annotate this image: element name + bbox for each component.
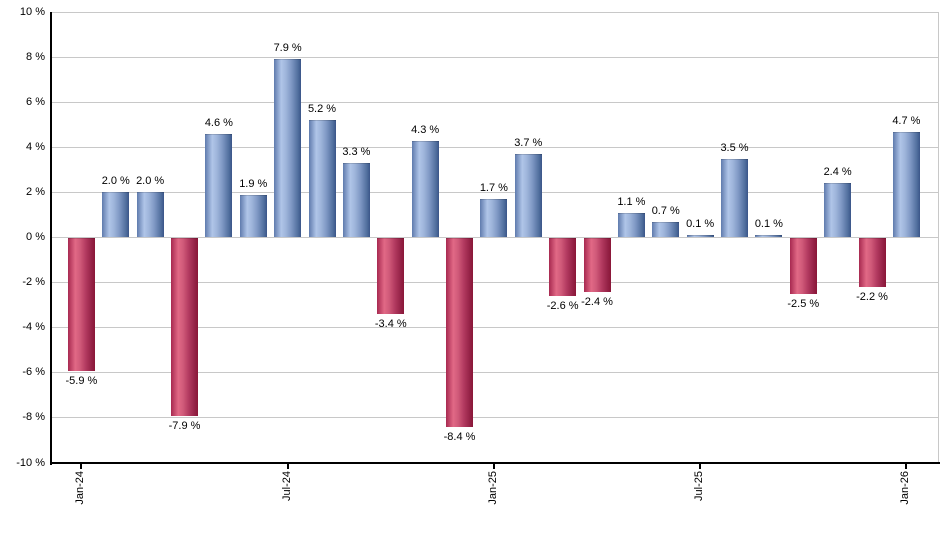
y-gridline (50, 11, 939, 13)
x-axis-tick-label: Jan-24 (74, 471, 87, 505)
bar-positive (102, 192, 130, 238)
bar-negative (549, 237, 577, 297)
x-axis-line (50, 462, 940, 464)
bar-value-label: 4.6 % (204, 116, 233, 129)
y-axis-tick-label: 0 % (26, 231, 45, 243)
bar-value-label: -7.9 % (168, 419, 201, 432)
bar-value-label: 0.7 % (651, 204, 680, 217)
y-axis-tick-label: -4 % (22, 321, 45, 334)
bar-value-label: -2.5 % (787, 297, 820, 310)
bar-positive (239, 194, 267, 238)
y-gridline (50, 56, 939, 58)
y-gridline (50, 146, 939, 148)
bar-negative (583, 237, 611, 292)
bar-positive (136, 192, 164, 238)
x-axis-tick (80, 462, 83, 469)
bar-value-label: 0.1 % (754, 218, 783, 231)
bar-value-label: -2.4 % (581, 295, 613, 308)
x-axis-tick-label: Jan-26 (899, 471, 912, 505)
y-gridline (50, 282, 939, 284)
bar-positive (411, 140, 439, 238)
y-axis-tick-label: 2 % (26, 185, 45, 198)
bar-value-label: 1.1 % (617, 195, 646, 208)
bar-positive (686, 235, 714, 238)
bar-negative (67, 237, 95, 371)
bar-value-label: 2.4 % (823, 166, 852, 179)
bar-value-label: 3.5 % (720, 141, 749, 154)
bar-negative (446, 237, 474, 427)
bar-positive (755, 235, 783, 238)
y-axis-line (50, 12, 52, 465)
bar-value-label: 3.3 % (342, 146, 371, 159)
y-axis-tick-label: -10 % (16, 456, 45, 469)
bar-positive (617, 212, 645, 238)
y-axis-tick-label: 4 % (26, 140, 45, 153)
y-axis-tick-label: -6 % (22, 366, 45, 379)
bar-positive (205, 133, 233, 238)
x-axis-tick-label: Jan-25 (486, 471, 499, 505)
bar-positive (514, 154, 542, 238)
bar-value-label: 1.7 % (479, 182, 508, 195)
bar-value-label: -2.6 % (546, 300, 579, 313)
x-axis-tick-label: Jul-25 (693, 471, 706, 501)
bar-value-label: -2.2 % (856, 291, 888, 304)
bar-positive (652, 221, 680, 238)
y-axis-tick-label: -2 % (22, 276, 45, 289)
bar-value-label: 7.9 % (273, 42, 302, 55)
bar-value-label: 2.0 % (101, 175, 130, 188)
bar-positive (824, 183, 852, 238)
bar-value-label: 3.7 % (514, 137, 543, 150)
bar-positive (721, 158, 749, 238)
bar-value-label: 4.7 % (892, 114, 921, 127)
x-axis-tick (905, 462, 908, 469)
y-gridline (50, 327, 939, 329)
bar-value-label: 4.3 % (411, 123, 440, 136)
bar-negative (789, 237, 817, 294)
y-gridline (50, 417, 939, 419)
bar-value-label: -3.4 % (374, 318, 407, 331)
bar-value-label: 0.1 % (686, 218, 715, 231)
bar-positive (892, 131, 920, 238)
bar-value-label: -8.4 % (443, 430, 476, 443)
y-axis-tick-label: 6 % (26, 95, 45, 108)
y-gridline (50, 237, 939, 238)
bar-positive (342, 163, 370, 238)
y-gridline (50, 372, 939, 374)
y-gridline (50, 191, 939, 193)
bar-negative (377, 237, 405, 315)
bar-negative (858, 237, 886, 288)
x-axis-tick (286, 462, 289, 469)
plot-right-border (938, 12, 939, 463)
y-axis-tick-label: 8 % (26, 50, 45, 63)
bar-value-label: -5.9 % (65, 374, 98, 387)
bar-positive (274, 59, 302, 238)
bar-positive (308, 120, 336, 238)
x-axis-tick (492, 462, 495, 469)
bar-positive (480, 199, 508, 238)
bar-negative (171, 237, 199, 416)
x-axis-tick (699, 462, 702, 469)
y-gridline (50, 101, 939, 103)
bar-value-label: 1.9 % (239, 177, 268, 190)
y-axis-tick-label: -8 % (22, 411, 45, 424)
y-axis-tick-label: 10 % (19, 5, 45, 18)
bar-value-label: 5.2 % (307, 103, 337, 116)
x-axis-tick-label: Jul-24 (280, 471, 293, 501)
bar-value-label: 2.0 % (136, 175, 165, 188)
